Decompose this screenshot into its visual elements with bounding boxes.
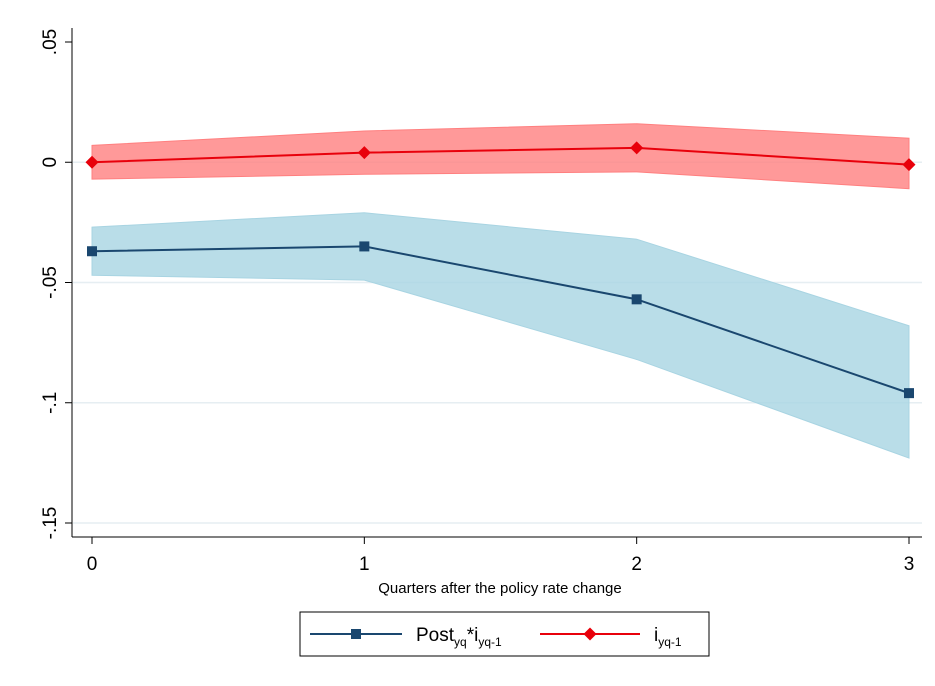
series-lines (91, 146, 910, 395)
legend-marker-square (351, 629, 361, 639)
y-tick-label: -.15 (40, 507, 61, 540)
legend-label-0: Postyq*iyq-1 (416, 625, 502, 649)
y-tick-label: 0 (40, 157, 61, 168)
data-point-diamond (85, 155, 99, 169)
series-markers (85, 141, 916, 399)
ci-band-1 (91, 123, 910, 190)
confidence-bands (91, 123, 910, 459)
x-axis-title: Quarters after the policy rate change (378, 580, 621, 597)
y-ticks: .05 0 -.05 -.1 -.15 (40, 29, 72, 540)
y-tick-label: -.1 (40, 392, 61, 414)
y-tick-label: -.05 (40, 266, 61, 299)
ci-band-0 (91, 212, 910, 459)
x-ticks: 0 1 2 3 (87, 537, 915, 575)
legend: Postyq*iyq-1 iyq-1 (299, 611, 710, 657)
data-point-square (359, 241, 370, 252)
x-tick-label: 0 (87, 554, 98, 575)
y-tick-label: .05 (40, 29, 61, 55)
data-point-square (904, 388, 914, 399)
data-point-square (631, 294, 642, 305)
data-point-square (87, 246, 97, 257)
legend-label-1: iyq-1 (654, 625, 682, 649)
x-tick-label: 1 (359, 554, 370, 575)
x-tick-label: 3 (904, 554, 915, 575)
data-point-diamond (357, 146, 371, 160)
x-tick-label: 2 (631, 554, 642, 575)
series-line-1 (91, 146, 910, 166)
series-line-0 (91, 245, 910, 395)
legend-marker-diamond (583, 627, 597, 641)
data-point-diamond (902, 158, 916, 172)
data-point-diamond (630, 141, 644, 155)
